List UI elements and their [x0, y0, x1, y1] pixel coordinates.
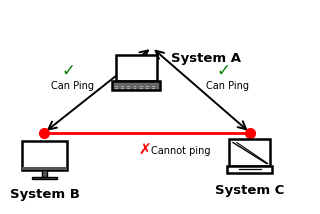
- Bar: [134, 88, 136, 89]
- Text: ✓: ✓: [61, 62, 75, 80]
- Text: System B: System B: [10, 188, 79, 201]
- Bar: [115, 86, 118, 87]
- Bar: [146, 86, 149, 87]
- Bar: [152, 86, 155, 87]
- Bar: [227, 166, 272, 173]
- Text: ✓: ✓: [216, 62, 230, 80]
- Bar: [121, 88, 124, 89]
- Bar: [140, 88, 143, 89]
- Text: Cannot ping: Cannot ping: [150, 146, 210, 156]
- Bar: [127, 88, 130, 89]
- Bar: [134, 86, 136, 87]
- Text: System A: System A: [171, 52, 241, 65]
- Bar: [115, 88, 118, 89]
- Text: Can Ping: Can Ping: [206, 81, 249, 91]
- Bar: [229, 139, 270, 166]
- Bar: [140, 86, 143, 87]
- Bar: [22, 141, 67, 170]
- Bar: [22, 166, 67, 170]
- Bar: [146, 88, 149, 89]
- Bar: [116, 55, 156, 82]
- Text: System C: System C: [215, 184, 284, 196]
- Bar: [112, 82, 160, 90]
- Bar: [42, 170, 47, 178]
- Bar: [152, 88, 155, 89]
- Bar: [127, 86, 130, 87]
- Text: Can Ping: Can Ping: [52, 81, 94, 91]
- Text: ✗: ✗: [138, 143, 151, 158]
- Bar: [32, 177, 57, 179]
- Bar: [121, 86, 124, 87]
